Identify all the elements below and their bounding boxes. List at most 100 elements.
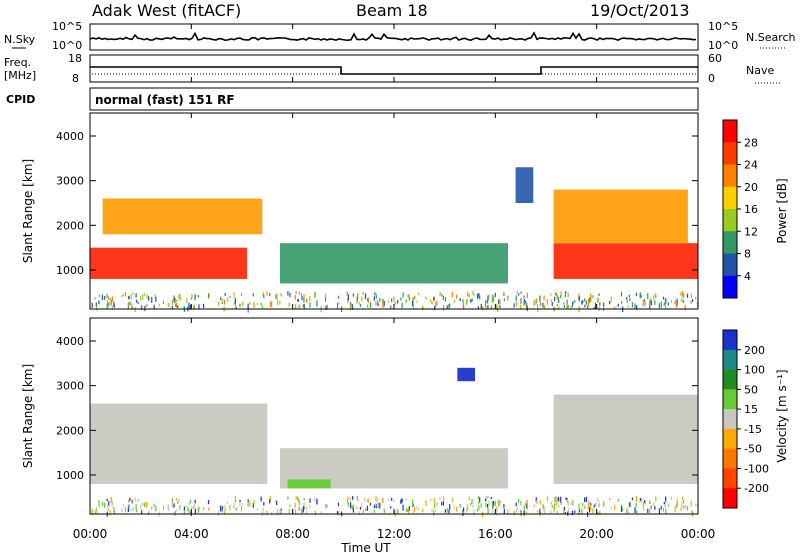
power-speckle — [660, 301, 662, 308]
power-speckle — [434, 301, 437, 308]
power-speckle — [524, 300, 527, 304]
velocity-speckle — [373, 509, 375, 513]
velocity-speckle — [590, 507, 592, 512]
power-speckle — [375, 291, 377, 295]
power-speckle — [520, 291, 522, 295]
velocity-echo-region — [90, 403, 268, 484]
velocity-speckle — [453, 505, 455, 510]
velocity-speckle — [643, 500, 646, 503]
power-speckle — [431, 301, 433, 305]
velocity-speckle — [146, 502, 148, 508]
velocity-speckle — [471, 499, 473, 504]
power-speckle — [188, 302, 190, 308]
power-speckle — [337, 295, 340, 299]
velocity-speckle — [599, 510, 601, 515]
power-speckle — [146, 304, 148, 307]
velocity-speckle — [503, 508, 505, 515]
velocity-speckle — [683, 499, 685, 504]
velocity-speckle — [603, 501, 605, 507]
power-speckle — [233, 292, 235, 298]
power-speckle — [496, 304, 498, 308]
power-speckle — [484, 303, 487, 307]
power-speckle — [373, 292, 376, 296]
velocity-speckle — [631, 497, 634, 501]
power-speckle — [627, 305, 630, 308]
freq-tick-top: 18 — [68, 52, 82, 65]
power-speckle — [578, 296, 580, 301]
velocity-panel: 4000 3000 2000 1000 Slant Range [km] — [21, 317, 699, 518]
power-speckle — [388, 300, 390, 303]
xtick-label: 00:00 — [681, 527, 716, 541]
velocity-speckle — [373, 504, 376, 508]
ytick-label: 2000 — [56, 219, 84, 232]
velocity-speckle — [194, 508, 196, 514]
power-speckle — [375, 294, 377, 299]
power-speckle — [442, 305, 445, 311]
velocity-speckle — [434, 509, 437, 513]
velocity-speckle — [617, 498, 619, 502]
colorbar-tick-label: -200 — [744, 482, 769, 495]
velocity-speckle — [436, 502, 438, 506]
velocity-yaxis: 4000 3000 2000 1000 — [56, 335, 698, 482]
velocity-speckle — [349, 496, 351, 503]
velocity-speckle — [383, 508, 385, 514]
velocity-speckle — [183, 506, 185, 511]
velocity-speckle — [280, 510, 282, 515]
velocity-speckle — [229, 505, 231, 511]
cpid-label: CPID — [6, 93, 35, 106]
velocity-speckle — [492, 508, 494, 514]
velocity-speckle — [408, 508, 410, 514]
power-speckle — [470, 299, 472, 303]
power-speckle — [412, 303, 414, 309]
power-speckle — [621, 301, 623, 304]
cpid-mode-text: normal (fast) 151 RF — [95, 93, 235, 107]
power-speckle — [359, 303, 362, 307]
velocity-speckle — [490, 496, 492, 500]
velocity-ylabel: Slant Range [km] — [21, 364, 35, 468]
power-speckle — [287, 291, 289, 296]
velocity-speckle — [141, 510, 143, 514]
power-speckle — [260, 302, 262, 306]
velocity-speckle — [470, 502, 472, 506]
power-speckle — [594, 302, 597, 309]
colorbar-tick-label: 15 — [744, 403, 758, 416]
power-speckle — [298, 291, 301, 295]
power-speckle — [664, 298, 667, 302]
velocity-speckle — [297, 498, 299, 503]
velocity-speckle — [449, 504, 451, 510]
power-speckle — [173, 295, 175, 302]
power-speckle — [581, 300, 583, 305]
power-speckle — [94, 297, 96, 300]
power-speckle — [124, 292, 127, 297]
power-speckle — [188, 305, 190, 310]
power-speckle — [518, 293, 520, 296]
power-ylabel: Slant Range [km] — [21, 159, 35, 263]
power-speckle — [503, 298, 505, 302]
power-speckle — [301, 295, 303, 301]
velocity-speckle — [101, 501, 103, 507]
power-speckle — [690, 293, 693, 299]
velocity-speckle — [365, 508, 367, 511]
ytick-label: 2000 — [56, 424, 84, 437]
power-speckle — [477, 293, 480, 296]
power-speckle — [347, 294, 349, 301]
power-speckle — [451, 291, 453, 298]
power-speckle — [434, 305, 436, 311]
power-speckle — [563, 302, 565, 305]
velocity-speckle — [690, 510, 693, 514]
colorbar-swatch — [723, 409, 737, 430]
power-speckle — [654, 300, 656, 305]
power-speckle — [468, 294, 470, 298]
velocity-speckle — [578, 509, 581, 513]
power-speckle — [316, 303, 318, 307]
velocity-speckle — [582, 503, 584, 507]
velocity-speckle — [581, 508, 583, 514]
power-speckle — [280, 293, 282, 297]
colorbar-swatch — [723, 231, 737, 254]
velocity-speckle — [563, 509, 565, 514]
ytick-label: 4000 — [56, 335, 84, 348]
velocity-speckle — [412, 509, 414, 514]
velocity-speckle — [107, 507, 110, 511]
velocity-speckle — [175, 498, 178, 501]
